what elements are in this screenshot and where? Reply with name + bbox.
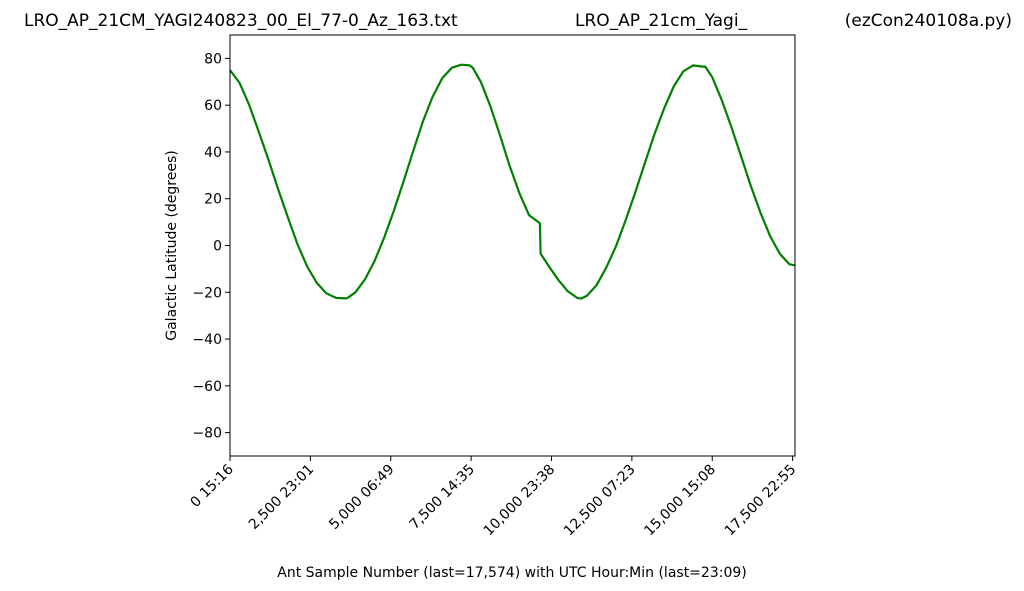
x-tick-label: 15,000 15:08: [641, 462, 719, 540]
x-axis: 0 15:16 2,500 23:01 5,000 06:49 7,500 14:35…: [188, 456, 800, 540]
y-tick-label: −40: [192, 332, 222, 348]
y-tick-label: −20: [192, 285, 222, 301]
y-tick-label: 60: [204, 98, 222, 114]
y-tick-label: −60: [192, 379, 222, 395]
plot-series: [229, 63, 796, 300]
script-title: (ezCon240108a.py): [845, 11, 1012, 31]
y-axis-label: Galactic Latitude (degrees): [164, 150, 180, 340]
y-axis: −80 −60 −40 −20 0 20 40 60 80: [192, 51, 230, 442]
x-tick-label: 2,500 23:01: [246, 462, 317, 533]
filename-title: LRO_AP_21CM_YAGI240823_00_El_77-0_Az_163…: [24, 11, 458, 31]
x-tick-label: 17,500 22:55: [722, 462, 800, 540]
station-title: LRO_AP_21cm_Yagi_: [575, 11, 748, 31]
x-tick-label: 5,000 06:49: [326, 462, 397, 533]
y-tick-label: −80: [192, 426, 222, 442]
x-tick-label: 10,000 23:38: [481, 462, 559, 540]
y-tick-label: 0: [213, 239, 222, 255]
y-tick-label: 40: [204, 145, 222, 161]
x-tick-label: 7,500 14:35: [407, 462, 478, 533]
x-tick-label: 12,500 07:23: [561, 462, 639, 540]
x-tick-label: 0 15:16: [188, 461, 237, 510]
y-tick-label: 80: [204, 51, 222, 67]
plot-frame: [229, 34, 796, 457]
galactic-latitude-line: [229, 63, 796, 300]
y-tick-label: 20: [204, 192, 222, 208]
x-axis-label: Ant Sample Number (last=17,574) with UTC…: [277, 565, 746, 581]
